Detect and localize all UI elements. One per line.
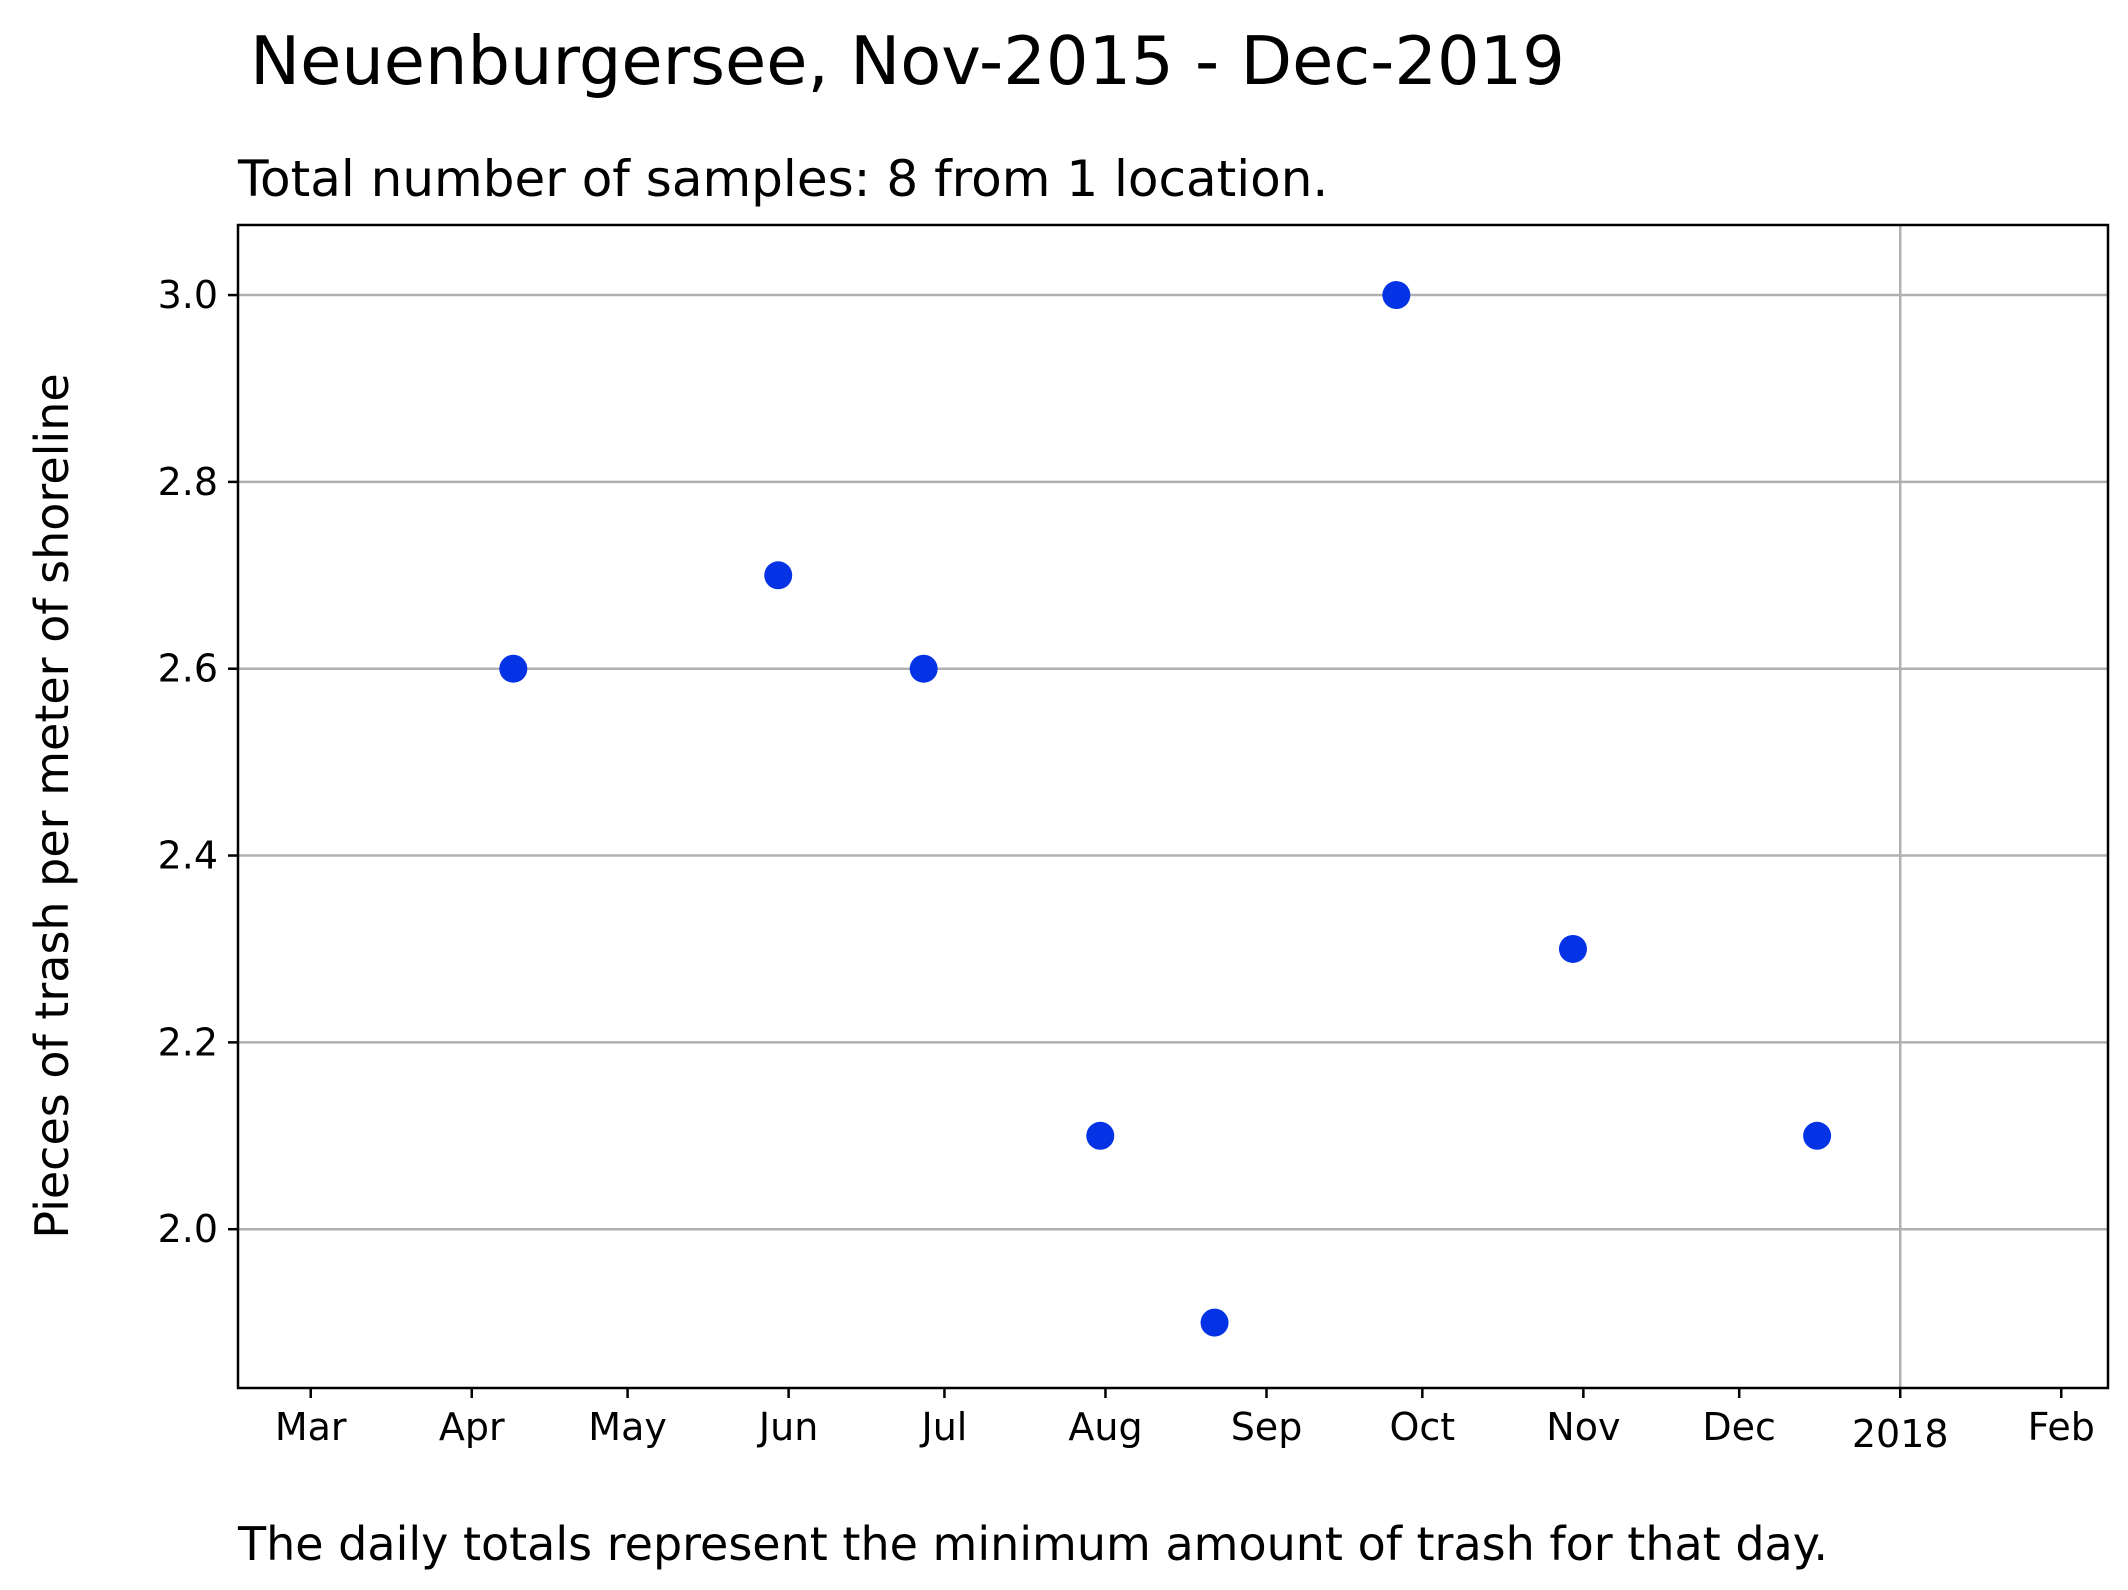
y-tick-label: 2.0 (158, 1207, 218, 1251)
data-point (1086, 1121, 1115, 1150)
x-tick-label: 2018 (1852, 1412, 1949, 1456)
data-point (1200, 1308, 1229, 1337)
x-tick-label: Nov (1546, 1405, 1620, 1449)
x-tick-label: Sep (1231, 1405, 1303, 1449)
chart-subtitle: Total number of samples: 8 from 1 locati… (237, 150, 1328, 208)
x-tick-label: Apr (439, 1405, 505, 1449)
y-tick-label: 2.6 (158, 647, 218, 691)
data-point (909, 654, 938, 683)
axis-ticks (228, 293, 2063, 1398)
x-tick-label: Oct (1389, 1405, 1455, 1449)
plot-frame (236, 223, 2110, 1390)
data-points (499, 281, 1832, 1337)
tick-labels: 2.0 2.2 2.4 2.6 2.8 3.0 Mar Apr May Jun Jul Aug Sep O… (158, 273, 2095, 1456)
x-tick-label: Mar (275, 1405, 347, 1449)
y-tick-label: 2.8 (158, 460, 218, 504)
data-point (1558, 934, 1587, 963)
grid-lines (238, 225, 2108, 1388)
y-tick-label: 2.4 (158, 834, 218, 878)
data-point (764, 561, 793, 590)
data-point (1803, 1121, 1832, 1150)
chart-title: Neuenburgersee, Nov-2015 - Dec-2019 (250, 22, 1565, 100)
y-axis-label: Pieces of trash per meter of shoreline (25, 373, 79, 1238)
x-tick-label: Dec (1702, 1405, 1776, 1449)
chart-caption: The daily totals represent the minimum a… (237, 1517, 1828, 1571)
y-tick-label: 2.2 (158, 1020, 218, 1064)
x-tick-label: Jun (757, 1405, 818, 1449)
x-tick-label: Feb (2028, 1405, 2095, 1449)
x-tick-label: Aug (1068, 1405, 1142, 1449)
y-tick-label: 3.0 (158, 273, 218, 317)
data-point (1382, 281, 1411, 310)
x-tick-label: May (588, 1405, 667, 1449)
data-point (499, 654, 528, 683)
x-tick-label: Jul (920, 1405, 968, 1449)
